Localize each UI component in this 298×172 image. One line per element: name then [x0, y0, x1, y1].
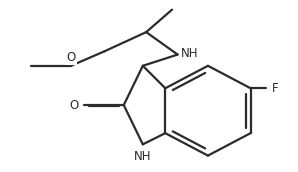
Text: F: F: [272, 82, 279, 95]
Text: NH: NH: [181, 47, 198, 60]
Text: O: O: [70, 99, 79, 112]
Text: O: O: [66, 51, 76, 63]
Text: NH: NH: [134, 150, 152, 163]
